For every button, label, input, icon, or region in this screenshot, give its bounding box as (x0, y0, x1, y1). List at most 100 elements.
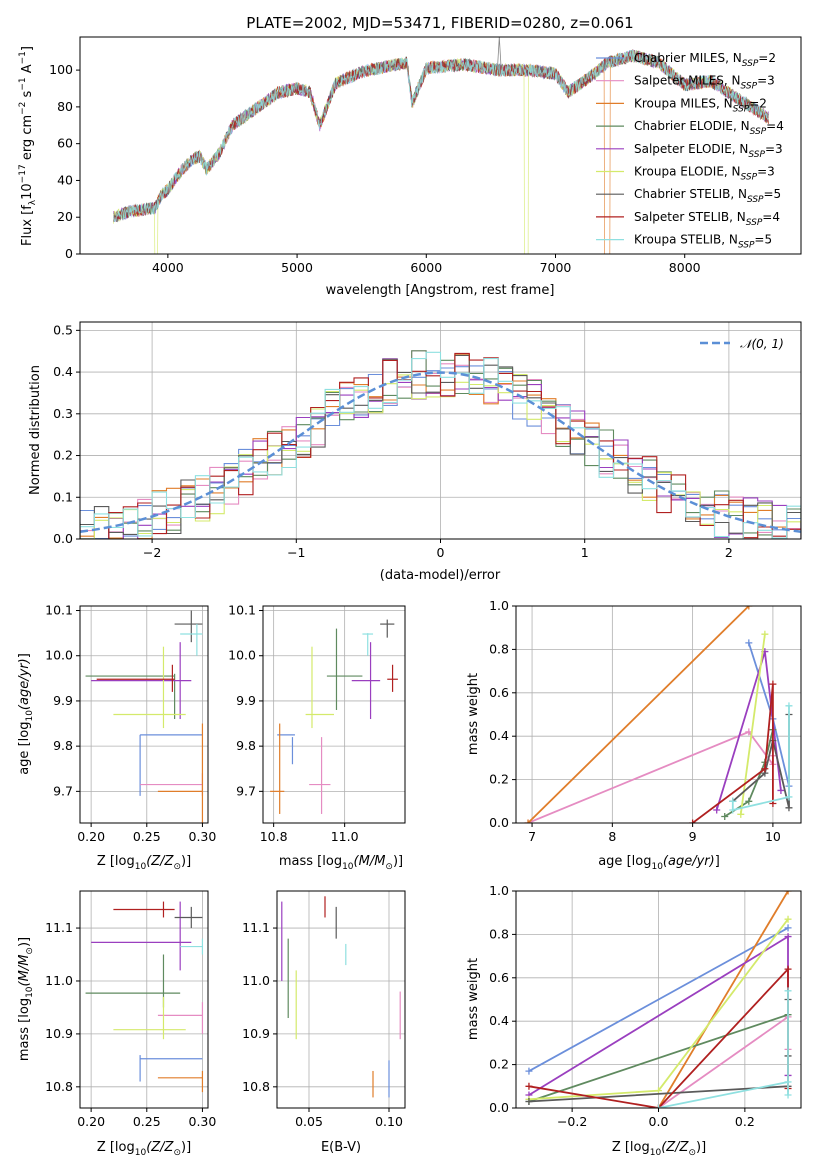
age-vs-Z-ytick-label: 10.1 (45, 603, 73, 618)
massweight-vs-Z-point-marker (784, 1078, 792, 1086)
massweight-vs-age-point-marker (737, 810, 745, 818)
massweight-vs-age-xtick-label: 7 (528, 829, 536, 844)
spectrum-ylabel: Flux [fλ10−17 erg cm−2 s−1 A−1] (18, 46, 38, 246)
figure-title: PLATE=2002, MJD=53471, FIBERID=0280, z=0… (246, 14, 633, 32)
age-vs-mass-xtick-label: 11.0 (331, 829, 359, 844)
massweight-vs-Z-point-marker (784, 915, 792, 923)
massweight-vs-age-ylabel: mass weight (466, 673, 481, 755)
massweight-vs-Z-xlabel: Z [log10(Z/Z⊙)] (612, 1140, 706, 1158)
residual-histogram-xtick-label: −2 (143, 545, 161, 560)
legend-label: Chabrier MILES, NSSP=2 (634, 51, 776, 69)
mass-vs-Z-xtick-label: 0.30 (189, 1114, 217, 1129)
massweight-vs-Z-point-marker (784, 924, 792, 932)
residual-histogram-ytick-label: 0.1 (53, 489, 73, 504)
age-vs-Z-xtick-label: 0.30 (189, 829, 217, 844)
massweight-vs-Z-series-line (657, 891, 789, 1108)
spectrum-xtick-label: 7000 (540, 260, 572, 275)
mass-vs-EBV-ytick-label: 11.0 (242, 973, 270, 988)
massweight-vs-Z-point-marker (655, 1087, 662, 1095)
mass-vs-EBV-xtick-label: 0.05 (295, 1114, 323, 1129)
massweight-vs-Z-xtick-label: 0.2 (735, 1114, 755, 1129)
spectrum-xtick-label: 8000 (669, 260, 701, 275)
mass-vs-Z-ylabel: mass [log10(M/M⊙)] (17, 937, 35, 1061)
age-vs-mass-ytick-label: 10.1 (228, 603, 256, 618)
age-vs-mass-ytick-label: 9.9 (236, 693, 256, 708)
massweight-vs-age-point-marker (524, 819, 532, 823)
massweight-vs-age-point-marker (745, 639, 753, 647)
massweight-vs-age-ytick-label: 1.0 (489, 598, 509, 613)
histogram-step-series (80, 351, 801, 539)
spectrum-frame (79, 36, 802, 255)
massweight-vs-Z-point-marker (784, 1091, 792, 1099)
massweight-vs-Z-ytick-label: 1.0 (489, 883, 509, 898)
histogram-legend: 𝒩(0, 1) (700, 337, 784, 351)
massweight-vs-age-point-marker (689, 819, 697, 823)
massweight-vs-age-point-marker (761, 630, 769, 638)
massweight-vs-Z-series-line (658, 990, 789, 1108)
massweight-vs-age-series-line (731, 705, 790, 812)
spectrum-xtick-label: 6000 (410, 260, 442, 275)
residual-histogram-ytick-label: 0.2 (53, 448, 73, 463)
residual-histogram-xtick-label: −1 (287, 545, 305, 560)
age-vs-mass-frame (262, 605, 406, 824)
age-vs-Z-frame (79, 605, 209, 824)
mass-vs-Z-xtick-label: 0.25 (133, 1114, 161, 1129)
normal-legend-label: 𝒩(0, 1) (740, 337, 784, 351)
spectrum-ytick-label: 20 (57, 209, 73, 224)
massweight-vs-Z-series-line (528, 1013, 789, 1103)
residual-histogram-ytick-label: 0.4 (53, 364, 73, 379)
spectrum-xtick-label: 5000 (281, 260, 313, 275)
massweight-vs-age-xtick-label: 8 (608, 829, 616, 844)
massweight-vs-age-series-line (739, 634, 766, 815)
histogram-xlabel: (data-model)/error (380, 568, 501, 583)
residual-histogram-xtick-label: 2 (725, 545, 733, 560)
massweight-vs-age-point-marker (721, 812, 729, 820)
massweight-vs-Z-ytick-label: 0.8 (489, 926, 509, 941)
massweight-vs-Z-ylabel: mass weight (466, 958, 481, 1040)
massweight-vs-age-xtick-label: 9 (689, 829, 697, 844)
legend-label: Salpeter MILES, NSSP=3 (634, 74, 775, 92)
spectrum-series-line (113, 49, 769, 222)
residual-histogram-xtick-label: 1 (581, 545, 589, 560)
massweight-vs-age-point-marker (761, 765, 769, 773)
mass-vs-Z-ytick-label: 10.8 (45, 1079, 73, 1094)
age-vs-Z-ytick-label: 9.9 (53, 693, 73, 708)
massweight-vs-age-point-marker (745, 606, 753, 610)
massweight-vs-Z-ytick-label: 0.6 (489, 970, 509, 985)
residual-histogram-ytick-label: 0.3 (53, 406, 73, 421)
massweight-vs-age-point-marker (785, 793, 793, 801)
mass-vs-EBV-ytick-label: 10.8 (242, 1079, 270, 1094)
age-vs-Z-ytick-label: 9.8 (53, 738, 73, 753)
mass-vs-Z-xtick-label: 0.20 (77, 1114, 105, 1129)
residual-histogram-xtick-label: 0 (437, 545, 445, 560)
mass-vs-EBV-panel: 0.05 0.10 10.8 10.9 11.0 11.1 E(B-V) (242, 890, 406, 1155)
massweight-vs-Z-ytick-label: 0.2 (489, 1057, 509, 1072)
age-vs-Z-xtick-label: 0.20 (77, 829, 105, 844)
massweight-vs-age-point-marker (785, 702, 793, 710)
massweight-vs-Z-point-marker (525, 1082, 533, 1090)
age-vs-Z-ytick-label: 10.0 (45, 648, 73, 663)
massweight-vs-Z-point-marker (525, 1097, 533, 1105)
legend-label: Salpeter ELODIE, NSSP=3 (634, 142, 783, 160)
mass-vs-Z-ytick-label: 10.9 (45, 1026, 73, 1041)
mass-vs-Z-xlabel: Z [log10(Z/Z⊙)] (97, 1140, 191, 1158)
mass-vs-Z-panel: 0.20 0.25 0.30 10.8 10.9 11.0 11.1 Z [log10(Z/… (17, 890, 217, 1158)
mass-vs-EBV-ytick-label: 11.1 (242, 920, 270, 935)
massweight-vs-Z-point-marker (784, 891, 792, 895)
mass-vs-EBV-xlabel: E(B-V) (321, 1140, 361, 1155)
normal-distribution-curve (80, 371, 801, 533)
legend-label: Chabrier ELODIE, NSSP=4 (634, 119, 784, 137)
age-vs-Z-panel: 0.20 0.25 0.30 9.7 9.8 9.9 10.0 10.1 Z [log10(Z… (17, 603, 216, 872)
spectrum-xtick-label: 4000 (152, 260, 184, 275)
age-vs-Z-xlabel: Z [log10(Z/Z⊙)] (97, 854, 191, 872)
spectrum-panel: 4000 5000 6000 7000 8000 0 20 40 60 80 100 wavelen… (18, 36, 802, 298)
massweight-vs-age-xlabel: age [log10(age/yr)] (598, 854, 720, 872)
massweight-vs-age-panel: 7 8 9 10 0.0 0.2 0.4 0.6 0.8 1.0 age [log10(age/y… (466, 598, 802, 872)
massweight-vs-Z-ytick-label: 0.0 (489, 1100, 509, 1115)
massweight-vs-Z-xtick-label: 0.0 (649, 1114, 669, 1129)
spectrum-ytick-label: 60 (57, 136, 73, 151)
age-vs-mass-ytick-label: 9.8 (236, 738, 256, 753)
residual-histogram-ytick-label: 0.5 (53, 322, 73, 337)
spectrum-ytick-label: 0 (65, 246, 73, 261)
massweight-vs-age-point-marker (729, 806, 737, 814)
